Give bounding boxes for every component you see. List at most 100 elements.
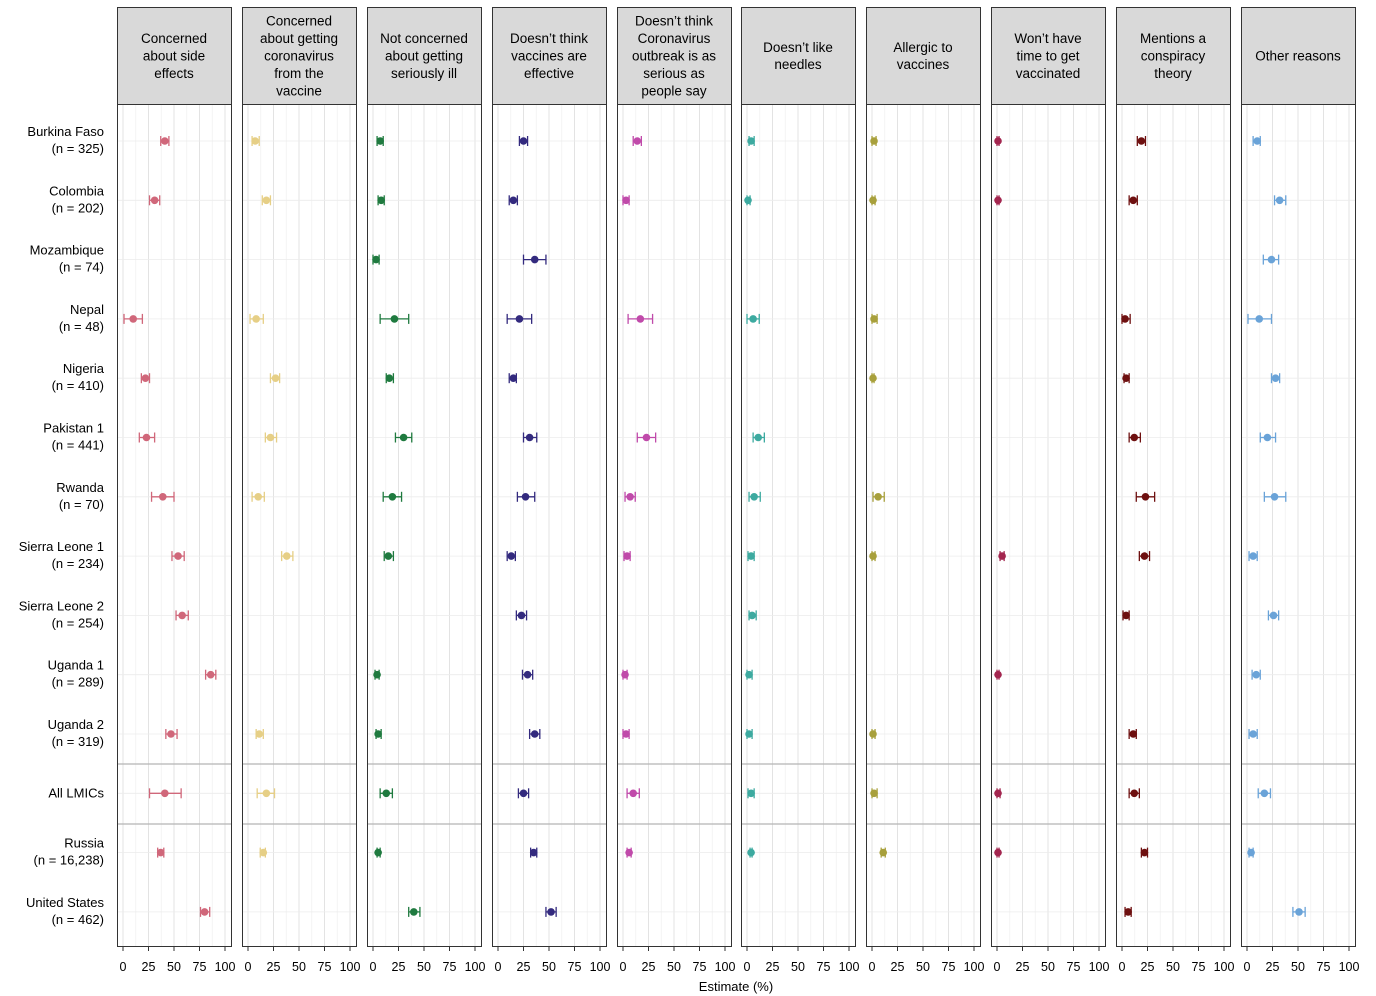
data-point xyxy=(376,137,384,145)
data-point xyxy=(1122,374,1130,383)
x-tick-label: 100 xyxy=(465,960,486,974)
row-label-n: (n = 70) xyxy=(59,497,104,512)
x-tick-label: 50 xyxy=(417,960,431,974)
data-point xyxy=(262,789,271,798)
x-tick-label: 100 xyxy=(839,960,860,974)
data-point xyxy=(1252,670,1260,679)
facet-title: time to get xyxy=(1016,49,1079,64)
row-label-n: (n = 441) xyxy=(52,438,104,453)
facet-title: about side xyxy=(143,49,205,64)
facet-title: Doesn’t think xyxy=(510,31,588,46)
facet-title: vaccine xyxy=(276,83,322,98)
data-point xyxy=(747,789,755,798)
x-tick-label: 50 xyxy=(1041,960,1055,974)
facet-title: about getting xyxy=(385,49,463,64)
data-point xyxy=(1267,255,1276,264)
row-label-n: (n = 410) xyxy=(52,378,104,393)
data-point xyxy=(156,848,165,857)
facet-title: coronavirus xyxy=(264,49,334,64)
data-point xyxy=(167,730,175,738)
data-point xyxy=(1130,433,1139,442)
row-label-name: Nepal xyxy=(70,302,104,317)
row-label-n: (n = 254) xyxy=(52,615,104,630)
row-label-n: (n = 74) xyxy=(59,260,104,275)
data-point xyxy=(870,137,878,145)
x-tick-label: 50 xyxy=(1291,960,1305,974)
x-tick-label: 75 xyxy=(568,960,582,974)
x-tick-label: 25 xyxy=(1016,960,1030,974)
data-point xyxy=(744,196,752,205)
x-tick-label: 50 xyxy=(1166,960,1180,974)
row-label-n: (n = 319) xyxy=(52,734,104,749)
row-label-name: Sierra Leone 2 xyxy=(19,598,104,613)
x-tick-label: 25 xyxy=(642,960,656,974)
data-point xyxy=(1249,730,1257,738)
row-label-n: (n = 48) xyxy=(59,319,104,334)
facet-title: seriously ill xyxy=(391,66,457,81)
facet-title: Not concerned xyxy=(380,31,468,46)
data-point xyxy=(385,374,394,383)
data-point xyxy=(374,848,382,857)
data-point xyxy=(625,848,633,857)
data-point xyxy=(1141,493,1150,501)
data-point xyxy=(636,315,645,323)
data-point xyxy=(384,552,393,560)
data-point xyxy=(994,196,1002,205)
data-point xyxy=(388,493,397,501)
data-point xyxy=(158,493,167,501)
facet-title: Concerned xyxy=(266,14,332,29)
x-tick-label: 50 xyxy=(667,960,681,974)
data-point xyxy=(129,315,137,323)
x-tick-label: 25 xyxy=(392,960,406,974)
data-point xyxy=(519,137,528,145)
data-point xyxy=(869,374,877,383)
x-tick-label: 50 xyxy=(167,960,181,974)
row-label-n: (n = 16,238) xyxy=(34,853,104,868)
row-label-name: Colombia xyxy=(49,183,105,198)
data-point xyxy=(994,137,1002,145)
data-point xyxy=(1255,315,1264,323)
data-point xyxy=(529,848,538,857)
data-point xyxy=(1263,433,1272,442)
data-point xyxy=(745,670,753,679)
row-label-name: Uganda 2 xyxy=(48,717,104,732)
facet-title: effects xyxy=(154,66,194,81)
data-point xyxy=(1247,848,1255,857)
data-point xyxy=(748,611,756,620)
data-point xyxy=(994,789,1002,798)
x-tick-label: 0 xyxy=(245,960,252,974)
facet-title: vaccines are xyxy=(511,49,587,64)
facet-title: vaccines xyxy=(897,57,950,72)
facet-title: Allergic to xyxy=(893,40,952,55)
data-point xyxy=(869,196,877,205)
data-point xyxy=(1271,374,1280,383)
data-point xyxy=(633,137,642,145)
x-tick-label: 0 xyxy=(1119,960,1126,974)
data-point xyxy=(507,552,516,560)
data-point xyxy=(870,789,878,798)
x-tick-label: 100 xyxy=(1214,960,1235,974)
facet-title: needles xyxy=(774,57,822,72)
data-point xyxy=(1129,730,1138,738)
x-tick-label: 0 xyxy=(1244,960,1251,974)
facet-header xyxy=(991,7,1106,105)
data-point xyxy=(161,137,169,145)
data-point xyxy=(623,552,631,560)
data-point xyxy=(869,552,877,560)
facet-title: people say xyxy=(641,83,707,98)
data-point xyxy=(994,848,1002,857)
facet-header xyxy=(1116,7,1231,105)
x-tick-label: 50 xyxy=(292,960,306,974)
row-label-n: (n = 234) xyxy=(52,556,104,571)
data-point xyxy=(745,730,753,738)
row-label-name: Uganda 1 xyxy=(48,658,104,673)
data-point xyxy=(530,255,539,264)
data-point xyxy=(523,670,532,679)
data-point xyxy=(626,493,634,501)
data-point xyxy=(200,908,209,916)
x-tick-label: 25 xyxy=(1266,960,1280,974)
facet-title: Concerned xyxy=(141,31,207,46)
data-point xyxy=(869,730,877,738)
x-tick-label: 0 xyxy=(869,960,876,974)
